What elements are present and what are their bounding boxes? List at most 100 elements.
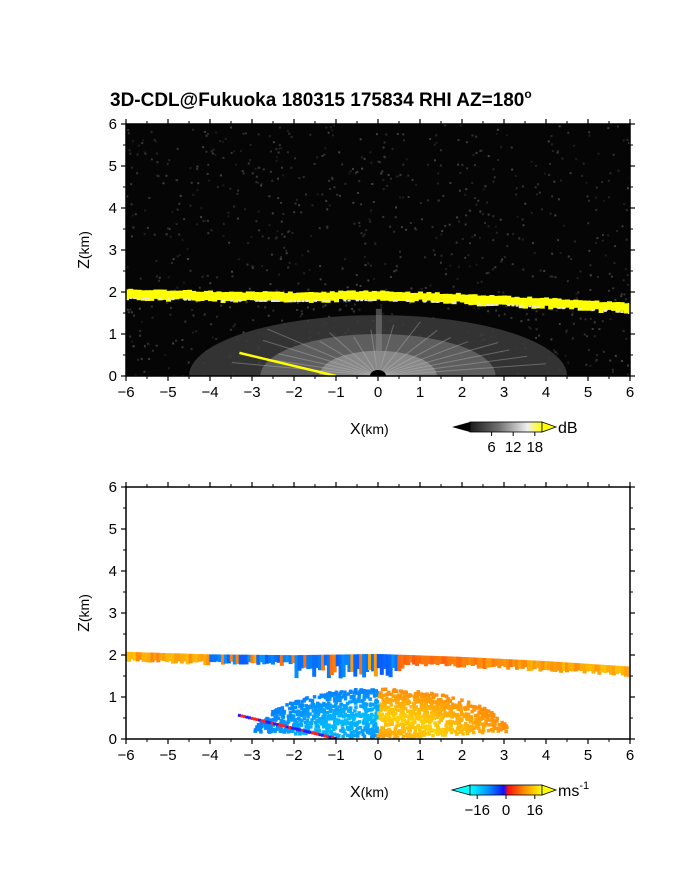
velocity-pixel [458, 727, 462, 731]
noise-pixel [455, 241, 458, 244]
velocity-pixel [285, 703, 289, 707]
noise-pixel [131, 340, 134, 343]
noise-pixel [625, 337, 628, 340]
velocity-pixel [398, 693, 403, 698]
velocity-pixel [523, 660, 528, 668]
noise-pixel [387, 174, 390, 176]
noise-pixel [439, 149, 442, 152]
noise-pixel [150, 305, 153, 308]
noise-pixel [383, 155, 386, 158]
noise-pixel [622, 139, 625, 142]
velocity-pixel [327, 701, 331, 705]
velocity-pixel [467, 717, 472, 722]
velocity-pixel [369, 714, 373, 718]
velocity-pixel [431, 694, 435, 699]
velocity-pixel [465, 723, 470, 728]
velocity-pixel [481, 716, 485, 720]
cloud-base-edge-pixel [519, 304, 523, 307]
velocity-pixel [385, 692, 389, 697]
noise-pixel [402, 139, 405, 142]
noise-pixel [588, 134, 591, 137]
noise-pixel [287, 231, 290, 234]
velocity-pixel [367, 717, 372, 721]
velocity-pixel [529, 660, 534, 671]
velocity-pixel [209, 654, 214, 663]
velocity-pixel [300, 699, 304, 704]
velocity-pixel [313, 705, 317, 709]
noise-pixel [363, 157, 366, 160]
velocity-pixel [253, 728, 258, 732]
velocity-colorbar-tick-label: 0 [502, 802, 510, 819]
cloud-base-pixel [363, 290, 369, 300]
cloud-base-pixel [195, 291, 201, 302]
cloud-base-pixel [279, 291, 285, 302]
velocity-pixel [429, 717, 433, 722]
noise-pixel [566, 280, 569, 283]
velocity-pixel [265, 654, 270, 664]
noise-pixel [331, 129, 334, 132]
velocity-pixel [570, 662, 575, 672]
noise-pixel [363, 255, 366, 258]
cloud-base-pixel [271, 291, 276, 302]
noise-pixel [570, 258, 573, 261]
noise-pixel [126, 308, 129, 311]
noise-pixel [339, 194, 341, 197]
velocity-pixel [350, 654, 355, 672]
velocity-pixel [138, 652, 143, 660]
noise-pixel [551, 150, 554, 152]
velocity-pixel [387, 728, 391, 732]
velocity-pixel [466, 700, 471, 704]
velocity-pixel [620, 666, 625, 676]
cloud-base-edge-pixel [276, 300, 280, 302]
velocity-pixel [429, 697, 433, 701]
noise-pixel [164, 354, 167, 357]
cloud-base-edge-pixel [188, 298, 191, 301]
velocity-pixel [491, 719, 495, 723]
cloud-base-pixel [497, 295, 503, 305]
noise-pixel [301, 254, 304, 257]
noise-pixel [535, 336, 538, 339]
velocity-pixel [483, 722, 487, 726]
velocity-pixel [310, 701, 315, 705]
cloud-base-edge-pixel [255, 299, 259, 302]
noise-pixel [165, 233, 168, 236]
noise-pixel [521, 218, 524, 221]
velocity-pixel [422, 725, 427, 730]
velocity-pixel [466, 707, 470, 711]
noise-pixel [278, 144, 281, 147]
noise-pixel [539, 269, 542, 272]
noise-pixel [358, 308, 361, 311]
velocity-pixel [349, 721, 354, 725]
noise-pixel [627, 283, 630, 286]
cloud-base-pixel [292, 293, 297, 302]
noise-pixel [229, 306, 231, 309]
velocity-pixel [144, 652, 149, 663]
cloud-base-edge-pixel [494, 303, 498, 306]
cloud-base-pixel [220, 292, 226, 303]
noise-pixel [465, 188, 468, 191]
noise-pixel [548, 173, 551, 176]
cloud-base-pixel [182, 290, 188, 300]
velocity-pixel [288, 711, 293, 715]
velocity-pixel [553, 661, 558, 672]
noise-pixel [281, 233, 284, 236]
velocity-pixel [400, 690, 404, 694]
noise-pixel [364, 264, 367, 267]
noise-pixel [589, 289, 592, 291]
noise-pixel [156, 161, 159, 164]
velocity-pixel [304, 731, 308, 736]
noise-pixel [534, 186, 537, 189]
velocity-pixel [385, 714, 390, 718]
cloud-base-pixel [418, 291, 423, 300]
noise-pixel [179, 194, 182, 197]
noise-pixel [242, 132, 245, 135]
noise-pixel [607, 234, 610, 237]
cloud-base-edge-pixel [314, 299, 317, 302]
velocity-pixel [341, 709, 346, 714]
velocity-pixel [413, 726, 417, 730]
velocity-pixel [484, 719, 488, 723]
cloud-base-pixel [476, 295, 482, 307]
velocity-pixel [305, 696, 309, 700]
noise-pixel [575, 293, 578, 296]
